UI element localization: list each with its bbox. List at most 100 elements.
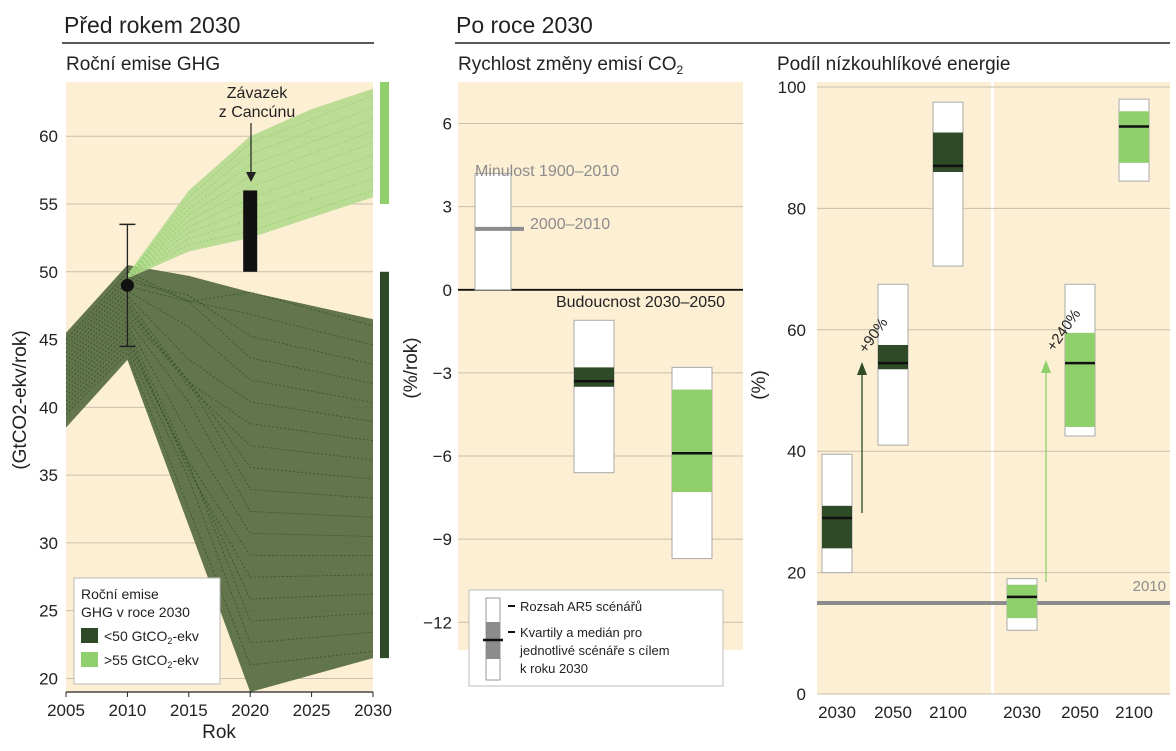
panel2-legend: Rozsah AR5 scénářů Kvartily a medián pro…	[468, 589, 724, 687]
range-box	[573, 319, 615, 474]
panel1-markers	[119, 190, 258, 348]
panel3-boxes	[821, 98, 1150, 631]
panel3-y-tick-label: 20	[787, 564, 806, 583]
panel3-x-ticks: 2030 2050 2100 2030 2050 2100	[818, 703, 1153, 722]
panel3-y-tick-label: 100	[778, 78, 806, 97]
quartile-box	[574, 367, 614, 387]
scenario-trajectory-below-50	[65, 352, 374, 666]
panel1-title: Roční emise GHG	[66, 54, 220, 75]
scenario-trajectory-above-55	[127, 154, 374, 278]
panel3-y-tick-label: 80	[787, 199, 806, 218]
cancun-annotation-line2: z Cancúnu	[219, 104, 296, 121]
panel1-y-tick-label: 60	[39, 127, 58, 146]
legend-entry-above-55: >55 GtCO2-ekv	[104, 652, 199, 670]
scenario-trajectory-above-55	[127, 118, 374, 278]
quartile-box	[1007, 584, 1037, 619]
panel2-y-tick-label: −3	[433, 364, 452, 383]
panel3-y-tick-label: 40	[787, 442, 806, 461]
future-label: Budoucnost 2030–2050	[556, 294, 725, 311]
panel1-y-tick-label: 25	[39, 602, 58, 621]
panel3-y-axis-label: (%)	[749, 370, 770, 400]
panel2-plot: 630−3−6−9−12 (%/rok) Minulost 1900–2010 …	[401, 82, 743, 687]
side-bar-above-55	[380, 82, 389, 204]
scenario-trajectory-above-55	[127, 130, 374, 278]
panel2-y-tick-label: 3	[443, 198, 452, 217]
panel1-y-ticks: 20 25 30 35 40 45 50 55 60	[39, 127, 58, 688]
cancun-pledge-bar	[243, 190, 258, 272]
panel3-gridlines	[817, 86, 1170, 695]
cancun-annotation-line1: Závazek	[227, 85, 288, 102]
panel1-x-tick-label: 2015	[170, 701, 208, 720]
scenario-trajectory-below-50	[65, 338, 374, 600]
quartile-box	[1065, 332, 1095, 427]
panel3-x-tick-label: 2100	[1115, 703, 1153, 722]
panel3-title: Podíl nízkouhlíkové energie	[777, 54, 1010, 75]
panel1-x-tick-label: 2005	[47, 701, 85, 720]
panel1-y-tick-label: 20	[39, 669, 58, 688]
panel3-x-tick-label: 2050	[874, 703, 912, 722]
panel1-x-tick-label: 2025	[293, 701, 331, 720]
panel2-title: Rychlost změny emisí CO2	[458, 54, 684, 77]
scenario-trajectory-below-50	[65, 333, 374, 578]
panel2-y-tick-label: 0	[443, 281, 452, 300]
legend-quartile-line3: k roku 2030	[520, 661, 588, 676]
scenario-trajectory-below-50	[65, 271, 374, 340]
panel1-y-tick-label: 50	[39, 263, 58, 282]
quartile-box	[878, 344, 908, 370]
legend-quartile-line2: jednotlivé scénáře s cílem	[519, 643, 670, 658]
scenario-trajectory-below-50	[65, 280, 374, 365]
panel2-boxes	[474, 172, 713, 560]
panel1-side-bars	[380, 82, 389, 659]
panel1-x-tick-label: 2010	[108, 701, 146, 720]
scenario-trajectory-below-50	[65, 276, 374, 346]
panel2-y-axis-label: (%/rok)	[401, 337, 422, 398]
panel1-y-tick-label: 40	[39, 398, 58, 417]
band-above-55	[127, 88, 374, 279]
panel1-legend-box	[73, 577, 221, 685]
panel2-y-tick-label: −6	[433, 447, 452, 466]
scenario-trajectory-below-50	[65, 299, 374, 442]
recent-label: 2000–2010	[530, 216, 610, 233]
legend-swatch-dark-green	[81, 628, 98, 643]
panel1-x-tick-label: 2020	[231, 701, 269, 720]
quartile-box	[672, 389, 712, 493]
cancun-arrow	[246, 123, 256, 182]
scenario-trajectory-above-55	[127, 142, 374, 278]
panel2-y-tick-label: −12	[423, 613, 452, 632]
panel1-legend: Roční emise GHG v roce 2030 <50 GtCO2-ek…	[73, 577, 221, 685]
past-range-box	[474, 172, 512, 291]
legend-title-line2: GHG v roce 2030	[81, 604, 190, 620]
panel1-y-tick-label: 35	[39, 466, 58, 485]
panel3-x-tick-label: 2030	[1003, 703, 1041, 722]
panel1-scenario-bands	[66, 88, 374, 692]
panel2-y-tick-label: 6	[443, 115, 452, 134]
panel1-x-ticks: 2005 2010 2015 2020 2025 2030	[47, 691, 392, 720]
scenario-trajectory-below-50	[65, 319, 374, 518]
panel1-y-tick-label: 45	[39, 331, 58, 350]
panel1-x-axis-label: Rok	[202, 722, 236, 743]
panel1-scenario-lines	[65, 95, 374, 666]
band-below-50	[66, 265, 373, 692]
scenario-trajectory-above-55	[127, 95, 374, 278]
scenario-trajectory-below-50	[65, 314, 374, 499]
panel1-y-tick-label: 30	[39, 534, 58, 553]
panel3-y-ticks: 0 20 40 60 80 100	[778, 78, 806, 704]
panel2-y-ticks: 6 3 0 −3 −6 −9 −12	[423, 115, 452, 633]
heading-after-2030: Po roce 2030	[456, 12, 593, 38]
past-label: Minulost 1900–2010	[475, 163, 619, 180]
scenario-trajectory-above-55	[127, 178, 374, 278]
scenario-trajectory-above-55	[127, 190, 374, 278]
scenario-trajectory-above-55	[127, 166, 374, 278]
scenario-trajectory-below-50	[65, 285, 374, 384]
panel2-y-tick-label: −9	[433, 530, 452, 549]
panel1-y-tick-label: 55	[39, 195, 58, 214]
reference-2010-label: 2010	[1133, 578, 1166, 595]
panel3-x-tick-label: 2030	[818, 703, 856, 722]
side-bar-below-50	[380, 271, 389, 659]
arrow-plus-240	[1041, 360, 1051, 582]
panel3-x-tick-label: 2100	[929, 703, 967, 722]
legend-entry-below-50: <50 GtCO2-ekv	[104, 628, 199, 646]
quartile-box	[1119, 111, 1149, 163]
